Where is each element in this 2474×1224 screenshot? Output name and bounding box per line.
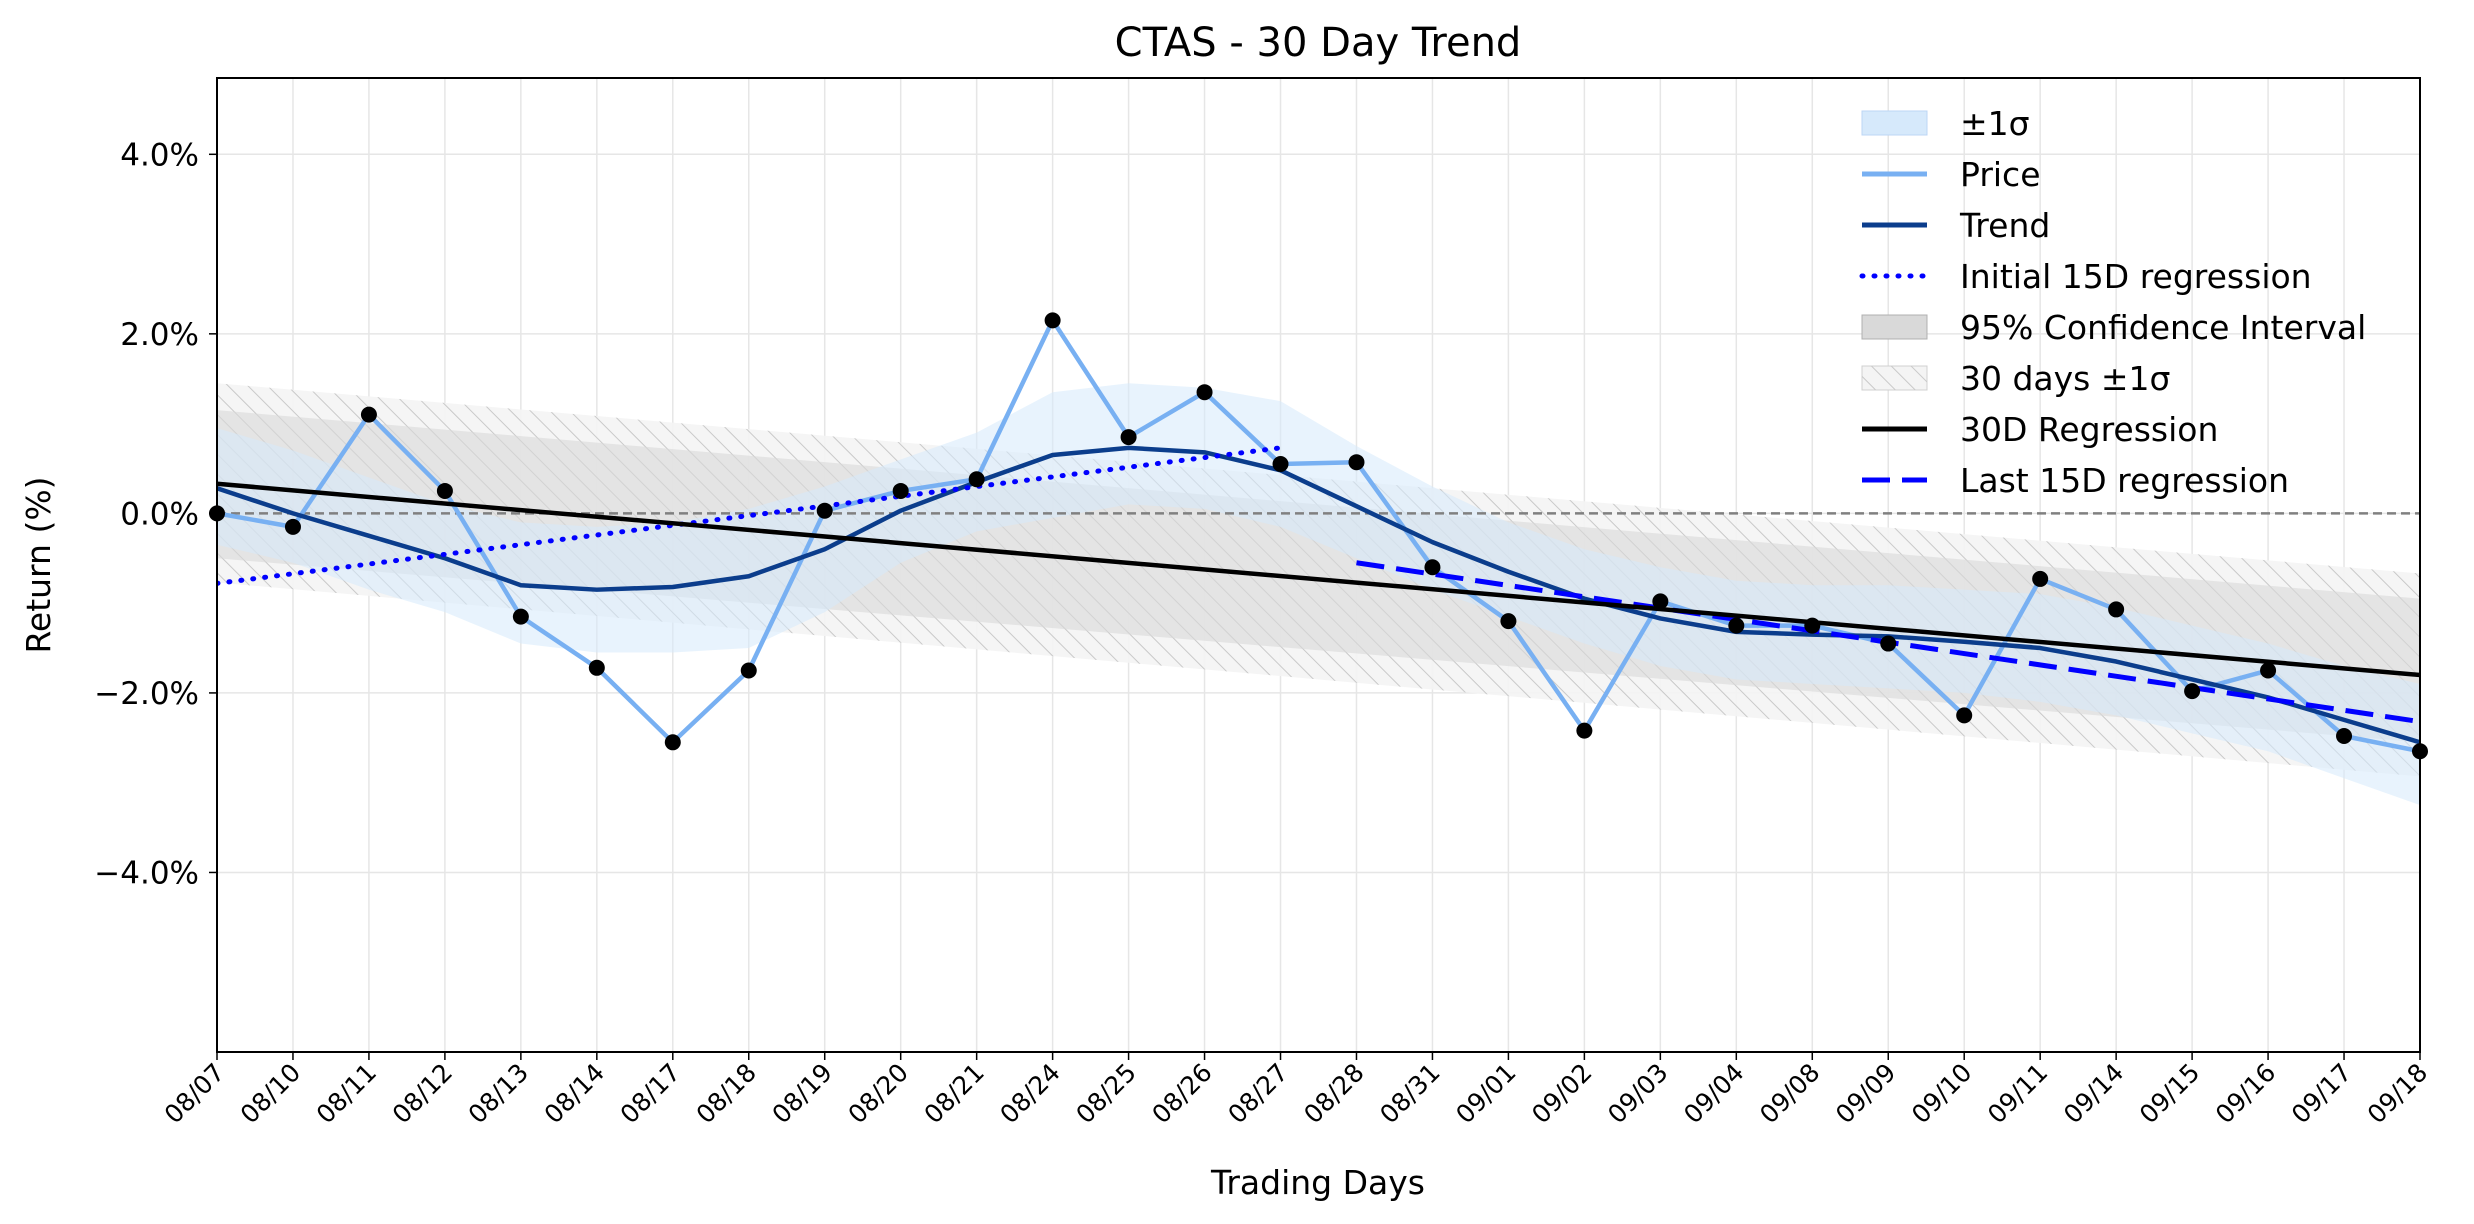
- x-axis-label: Trading Days: [1210, 1163, 1425, 1202]
- x-tick-label: 08/28: [1298, 1058, 1369, 1129]
- x-tick-label: 08/14: [539, 1058, 610, 1129]
- plot-frame: [216, 77, 2421, 1053]
- x-tick-label: 08/07: [159, 1058, 230, 1129]
- price-point: [1500, 613, 1517, 630]
- y-axis-label: Return (%): [19, 476, 58, 653]
- price-point: [1576, 722, 1593, 739]
- x-tick-label: 09/10: [1906, 1058, 1977, 1129]
- y-axis: −4.0% −2.0% 0.0% 2.0% 4.0%: [94, 137, 217, 891]
- legend-label: 30D Regression: [1960, 410, 2218, 449]
- legend-label: Price: [1960, 155, 2041, 194]
- price-point: [1424, 559, 1441, 576]
- chart-title: CTAS - 30 Day Trend: [1115, 20, 1522, 66]
- legend: ±1σ Price Trend Initial 15D regression 95% C…: [1859, 104, 2366, 500]
- price-point: [512, 608, 529, 625]
- x-tick-label: 09/04: [1678, 1058, 1749, 1129]
- price-point: [2184, 683, 2201, 700]
- 30d-regression-line: [217, 481, 2420, 678]
- y-tick-label: 2.0%: [120, 317, 199, 353]
- price-point: [2108, 601, 2125, 618]
- x-tick-label: 09/18: [2362, 1058, 2433, 1129]
- price-point: [968, 471, 985, 488]
- x-tick-label: 09/17: [2286, 1058, 2357, 1129]
- price-point: [740, 662, 757, 679]
- price-point: [1956, 707, 1973, 724]
- x-tick-label: 08/18: [691, 1058, 762, 1129]
- x-tick-label: 08/10: [235, 1058, 306, 1129]
- x-tick-label: 08/31: [1374, 1058, 1445, 1129]
- price-point: [1196, 384, 1213, 401]
- x-tick-label: 09/15: [2134, 1058, 2205, 1129]
- price-point: [284, 518, 301, 535]
- price-point: [360, 406, 377, 423]
- x-tick-label: 08/27: [1222, 1058, 1293, 1129]
- price-point: [2032, 570, 2049, 587]
- y-tick-label: −4.0%: [94, 855, 199, 891]
- price-point: [1272, 456, 1289, 473]
- x-tick-label: 08/12: [387, 1058, 458, 1129]
- price-point: [588, 659, 605, 676]
- price-point: [2260, 662, 2277, 679]
- x-tick-label: 08/24: [994, 1058, 1065, 1129]
- y-tick-label: 0.0%: [120, 496, 199, 532]
- x-tick-label: 08/13: [463, 1058, 534, 1129]
- y-tick-label: −2.0%: [94, 676, 199, 712]
- price-markers: [209, 312, 2428, 760]
- x-tick-label: 08/21: [918, 1058, 989, 1129]
- legend-swatch: [1861, 110, 1928, 136]
- initial-15d-regression-line: [217, 445, 1284, 586]
- price-point: [892, 482, 909, 499]
- x-tick-label: 08/17: [615, 1058, 686, 1129]
- x-tick-label: 09/01: [1450, 1058, 1521, 1129]
- legend-swatch-hatch: [1862, 366, 1927, 390]
- price-point: [1652, 593, 1669, 610]
- x-tick-label: 08/20: [842, 1058, 913, 1129]
- price-point: [1348, 454, 1365, 471]
- price-point: [1880, 635, 1897, 652]
- x-tick-label: 08/25: [1070, 1058, 1141, 1129]
- x-tick-label: 09/02: [1526, 1058, 1597, 1129]
- x-tick-label: 09/16: [2210, 1058, 2281, 1129]
- price-point: [436, 482, 453, 499]
- band-sigma: [217, 383, 2420, 806]
- legend-swatch: [1861, 314, 1928, 340]
- price-point: [1728, 617, 1745, 634]
- x-axis: 08/07 08/10 08/11 08/12 08/13 08/14 08/17 08/18…: [159, 1052, 2433, 1129]
- price-point: [2336, 728, 2353, 745]
- price-line: [217, 318, 2420, 754]
- legend-label: Trend: [1959, 206, 2050, 245]
- series-lines: [217, 318, 2420, 754]
- price-point: [1120, 429, 1137, 446]
- price-point: [1044, 312, 1061, 329]
- price-point: [816, 502, 833, 519]
- legend-label: 95% Confidence Interval: [1960, 308, 2366, 347]
- legend-label: ±1σ: [1960, 104, 2030, 143]
- x-tick-label: 09/08: [1754, 1058, 1825, 1129]
- price-point: [664, 734, 681, 751]
- x-tick-label: 09/14: [2058, 1058, 2129, 1129]
- legend-label: 30 days ±1σ: [1960, 359, 2170, 398]
- legend-label: Initial 15D regression: [1960, 257, 2312, 296]
- x-tick-label: 08/26: [1146, 1058, 1217, 1129]
- y-tick-label: 4.0%: [120, 137, 199, 173]
- legend-label: Last 15D regression: [1960, 461, 2289, 500]
- price-point: [1804, 617, 1821, 634]
- x-tick-label: 09/11: [1982, 1058, 2053, 1129]
- x-tick-label: 09/09: [1830, 1058, 1901, 1129]
- x-tick-label: 09/03: [1602, 1058, 1673, 1129]
- x-tick-label: 08/19: [767, 1058, 838, 1129]
- x-tick-label: 08/11: [311, 1058, 382, 1129]
- trend-line: [217, 445, 2420, 745]
